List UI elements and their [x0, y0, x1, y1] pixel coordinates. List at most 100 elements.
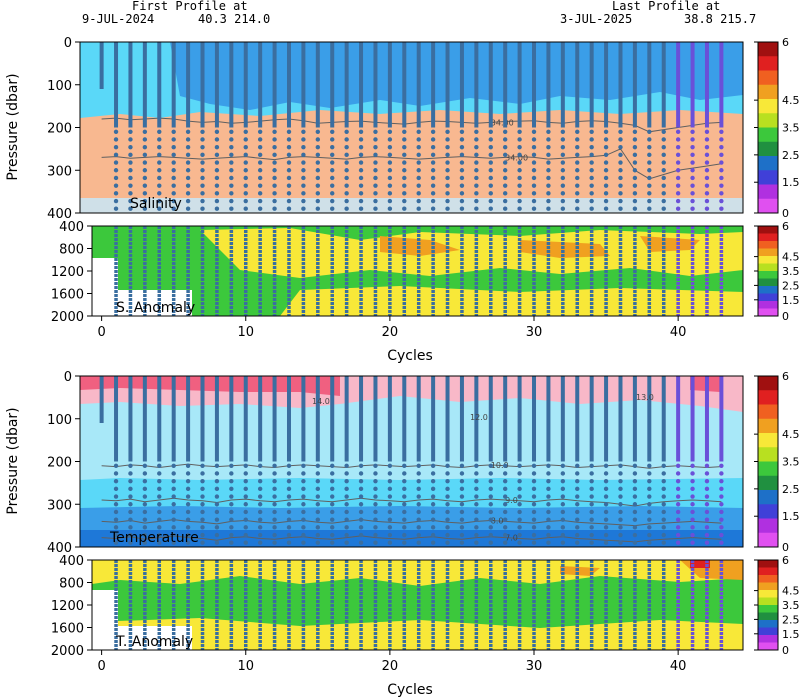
sample-dot — [373, 198, 378, 204]
sample-dot — [531, 191, 537, 196]
sample-dot — [142, 160, 148, 165]
sample-dot — [113, 152, 119, 158]
sample-dot — [416, 463, 421, 468]
sample-dot — [675, 463, 681, 468]
sample-dot — [445, 532, 450, 538]
sample-dot — [243, 183, 248, 188]
sample-dot — [474, 532, 479, 538]
sample-dot — [517, 206, 522, 211]
sample-dot — [185, 191, 191, 196]
sample-dot — [690, 494, 695, 499]
sample-dot — [575, 525, 580, 530]
sample-dot — [272, 160, 277, 165]
sample-dot — [243, 137, 248, 142]
colorbar-swatch — [758, 141, 778, 157]
sample-dot — [171, 183, 176, 188]
sample-dot — [445, 471, 450, 476]
sample-dot — [243, 478, 248, 484]
sample-dot — [488, 463, 493, 468]
sample-dot — [416, 137, 421, 142]
sample-dot — [546, 168, 551, 173]
sample-dot — [575, 532, 580, 538]
sample-dot — [387, 168, 393, 173]
colorbar-swatch — [758, 635, 778, 643]
colorbar-swatch — [758, 293, 778, 302]
sample-dot — [358, 198, 364, 204]
sample-dot — [690, 540, 695, 545]
sample-dot — [719, 191, 724, 196]
sample-dot — [402, 206, 407, 211]
sample-dot — [704, 463, 710, 468]
sample-dot — [488, 540, 493, 545]
sample-dot — [488, 478, 493, 484]
sample-dot — [229, 160, 234, 165]
sample-dot — [257, 502, 263, 507]
sample-dot — [632, 129, 638, 134]
sample-dot — [157, 540, 162, 545]
sample-dot — [200, 175, 205, 181]
sample-dot — [301, 168, 306, 173]
sample-dot — [618, 168, 623, 173]
sample-dot — [517, 525, 522, 530]
sample-dot — [373, 509, 378, 515]
sample-dot — [358, 137, 364, 142]
colorbar-tick-label: 3.5 — [782, 265, 800, 278]
sample-dot — [531, 175, 537, 181]
sample-dot — [402, 160, 407, 165]
sample-dot — [113, 471, 119, 476]
sample-dot — [675, 129, 681, 134]
sample-dot — [459, 509, 465, 515]
sample-dot — [200, 540, 205, 545]
sample-dot — [675, 198, 681, 204]
sample-dot — [575, 191, 580, 196]
sample-dot — [459, 517, 465, 522]
colorbar-swatch — [758, 597, 778, 606]
sample-dot — [416, 206, 421, 211]
sample-dot — [315, 183, 321, 188]
sample-dot — [488, 494, 493, 499]
colorbar-swatch — [758, 490, 778, 505]
sample-dot — [618, 517, 623, 522]
salinity-anomaly-title: S. Anomaly — [116, 300, 195, 316]
sample-dot — [589, 471, 594, 476]
sample-dot — [113, 525, 119, 530]
sample-dot — [531, 540, 537, 545]
sample-dot — [272, 525, 277, 530]
sample-dot — [474, 160, 479, 165]
sample-dot — [589, 517, 594, 522]
colorbar-tick-label: 0 — [782, 644, 789, 657]
sample-dot — [272, 129, 277, 134]
sample-dot — [358, 183, 364, 188]
sample-dot — [344, 198, 349, 204]
sample-dot — [286, 532, 292, 538]
sample-dot — [157, 502, 162, 507]
sample-dot — [185, 478, 191, 484]
sample-dot — [416, 160, 421, 165]
colorbar: 6 4.53.52.5 1.5 0 — [754, 220, 800, 323]
sample-dot — [272, 152, 277, 158]
sample-dot — [618, 137, 623, 142]
sample-dot — [488, 160, 493, 165]
sample-dot — [301, 471, 306, 476]
sample-dot — [531, 198, 537, 204]
sample-dot — [647, 183, 652, 188]
sample-dot — [704, 509, 710, 515]
sample-dot — [358, 525, 364, 530]
sample-dot — [272, 463, 277, 468]
temperature-anomaly-field — [92, 560, 743, 650]
sample-dot — [301, 137, 306, 142]
sample-dot — [157, 206, 162, 211]
sample-dot — [517, 198, 522, 204]
sample-dot — [416, 494, 421, 499]
sample-dot — [330, 532, 335, 538]
sample-dot — [272, 191, 277, 196]
sample-dot — [185, 183, 191, 188]
y-tick-label: 200 — [47, 456, 72, 471]
sample-dot — [474, 206, 479, 211]
sample-dot — [517, 144, 522, 150]
colorbar-swatch — [758, 84, 778, 100]
colorbar-swatch — [758, 99, 778, 114]
sample-dot — [632, 191, 638, 196]
sample-dot — [402, 183, 407, 188]
sample-dot — [560, 168, 566, 173]
